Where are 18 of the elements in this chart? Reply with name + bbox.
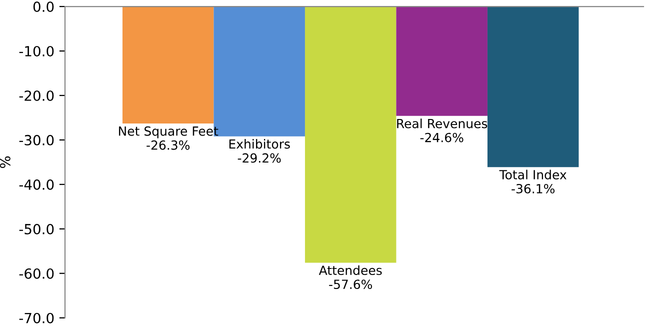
data-label: -26.3% (146, 140, 190, 150)
y-tick-label: -10.0 (19, 46, 54, 56)
y-tick-label: 0.0 (33, 1, 54, 12)
y-axis-title: % (0, 156, 10, 168)
y-tick-label: -20.0 (19, 90, 54, 101)
data-label: -36.1% (512, 184, 555, 194)
x-tick-label: Exhibitors (229, 139, 290, 149)
x-tick-label: Total Index (499, 170, 566, 180)
x-tick-label: Attendees (318, 265, 382, 276)
data-label: -24.6% (420, 132, 464, 142)
y-tick-label: -40.0 (19, 179, 54, 190)
data-label: -29.2% (238, 153, 281, 163)
data-label: -57.6% (329, 280, 372, 290)
y-tick-label: -60.0 (19, 268, 54, 279)
y-tick-label: -70.0 (19, 312, 54, 324)
y-tick-label: -30.0 (19, 134, 54, 146)
y-tick-label: -50.0 (19, 224, 54, 234)
x-tick-label: Real Revenues (397, 118, 488, 128)
